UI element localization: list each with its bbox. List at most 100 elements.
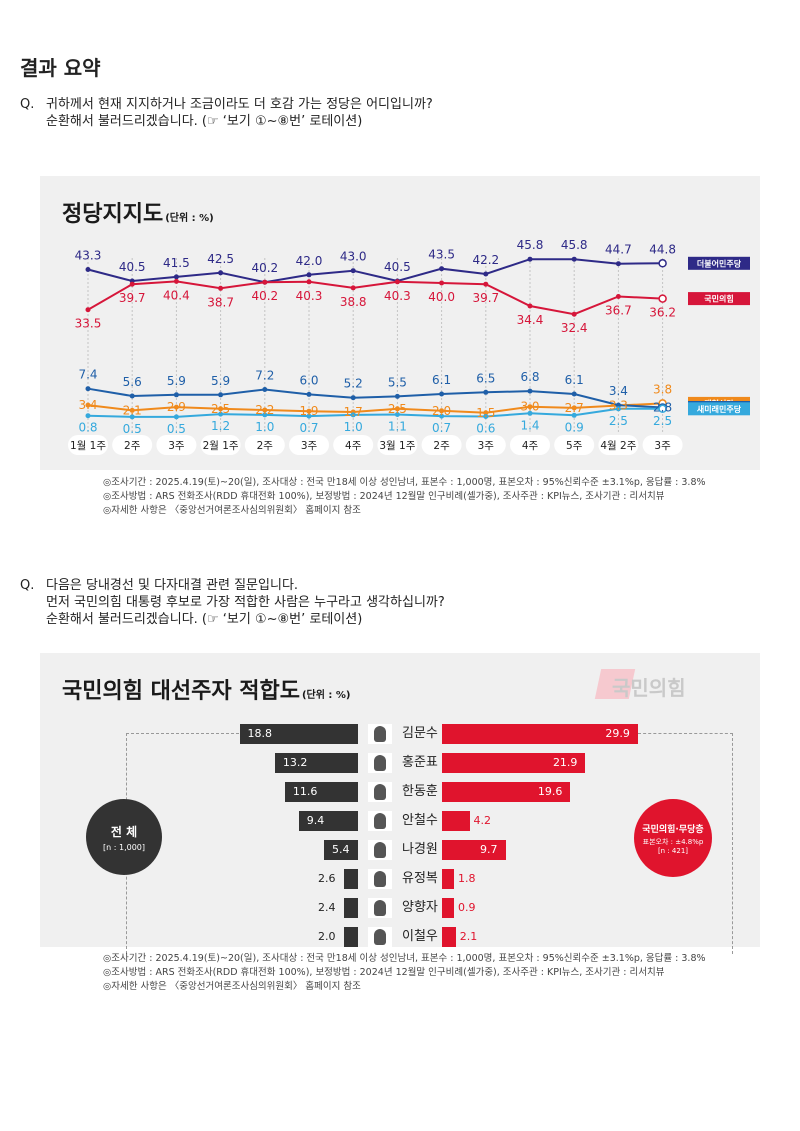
category-pill xyxy=(377,435,418,455)
candidate-name: 김문수 xyxy=(402,726,438,741)
ppp-n: [n : 421] xyxy=(657,846,689,855)
bar-total-label: 2.6 xyxy=(318,872,336,885)
question-2: Q. 다음은 당내경선 및 다자대결 관련 질문입니다. 먼저 국민의힘 대통령… xyxy=(20,577,780,631)
note-line: ◎조사기간 : 2025.4.19(토)~20(일), 조사대상 : 전국 만1… xyxy=(103,953,706,964)
series-line xyxy=(87,258,663,284)
data-point xyxy=(615,406,621,412)
data-point xyxy=(350,268,356,274)
data-label: 5.5 xyxy=(388,375,407,389)
bar-total: 13.2 xyxy=(274,753,358,773)
question-line: 순환해서 불러드리겠습니다. (☞ ‘보기 ①~⑧번’ 로테이션) xyxy=(46,114,363,129)
candidate-photo-icon xyxy=(368,811,392,831)
data-label: 3.4 xyxy=(78,398,97,412)
bar-chart: 18.8 김문수 29.9 13.2 홍준표 21.9 11.6 한동훈 19.6 9.4 안철수 4… xyxy=(40,653,760,947)
data-point xyxy=(129,393,135,399)
category-pill xyxy=(244,435,285,455)
data-label: 42.0 xyxy=(296,254,323,268)
data-label: 2.5 xyxy=(609,414,628,428)
data-label: 7.4 xyxy=(78,368,97,382)
data-label: 2.8 xyxy=(653,401,672,415)
x-tick-label: 2주 xyxy=(433,440,450,452)
data-label: 3.4 xyxy=(609,384,628,398)
data-point xyxy=(439,408,445,414)
person-icon xyxy=(374,784,386,800)
bar-ppp-label: 0.9 xyxy=(458,901,476,914)
data-label: 1.0 xyxy=(255,420,274,434)
data-point xyxy=(85,307,91,313)
data-point xyxy=(658,259,667,268)
data-point xyxy=(394,279,400,285)
data-point xyxy=(571,412,577,418)
bar-ppp-label: 2.1 xyxy=(459,930,478,943)
data-label: 0.6 xyxy=(476,422,495,436)
candidate-name: 한동훈 xyxy=(402,784,438,799)
data-label: 40.3 xyxy=(296,289,323,303)
category-pill xyxy=(68,435,108,455)
data-label: 2.0 xyxy=(432,404,451,418)
data-point xyxy=(483,414,489,419)
data-point xyxy=(571,256,577,262)
total-circle: 전 체 [n : 1,000] xyxy=(86,799,162,875)
question-1: Q. 귀하께서 현재 지지하거나 조금이라도 더 호감 가는 정당은 어디입니까… xyxy=(20,96,780,132)
data-point xyxy=(483,281,489,287)
data-point xyxy=(173,392,179,398)
data-point xyxy=(306,279,312,285)
data-point xyxy=(615,261,621,267)
bar-total-label: 2.4 xyxy=(318,901,336,914)
data-label: 3.3 xyxy=(609,399,628,413)
question-line: 다음은 당내경선 및 다자대결 관련 질문입니다. xyxy=(46,578,299,593)
data-label: 6.1 xyxy=(432,373,451,387)
chart-title-text: 국민의힘 대선주자 적합도 xyxy=(62,679,300,704)
data-label: 42.5 xyxy=(207,252,234,266)
question-mark: Q. xyxy=(20,578,35,593)
bar-total xyxy=(344,869,358,889)
person-icon xyxy=(374,929,386,945)
data-point xyxy=(658,294,667,303)
category-pill xyxy=(112,435,153,455)
data-label: 0.9 xyxy=(565,420,584,434)
data-point xyxy=(173,414,179,420)
bar-total: 9.4 xyxy=(298,811,358,831)
bar-ppp xyxy=(442,811,470,831)
bar-total: 18.8 xyxy=(239,724,358,744)
data-label: 43.5 xyxy=(428,248,455,262)
category-pill xyxy=(156,435,197,455)
data-label: 43.3 xyxy=(75,249,102,263)
party-logo-text: 국민의힘 xyxy=(612,676,686,700)
bar-total: 11.6 xyxy=(284,782,358,802)
data-point xyxy=(483,410,489,416)
data-point xyxy=(394,412,400,417)
bar-ppp: 29.9 xyxy=(442,724,638,744)
category-pill xyxy=(289,435,329,455)
data-label: 1.5 xyxy=(476,406,495,420)
series-line xyxy=(87,280,663,316)
x-tick-label: 3주 xyxy=(478,440,495,452)
note-line: ◎조사방법 : ARS 전화조사(RDD 휴대전화 100%), 보정방법 : … xyxy=(103,967,665,978)
candidate-photo-icon xyxy=(368,840,392,860)
data-point xyxy=(658,404,667,414)
category-pill xyxy=(642,435,683,455)
category-pill xyxy=(200,435,241,455)
data-point xyxy=(173,274,179,280)
data-point xyxy=(306,272,312,278)
question-line: 먼저 국민의힘 대통령 후보로 가장 적합한 사람은 누구라고 생각하십니까? xyxy=(46,595,445,610)
data-label: 1.0 xyxy=(344,420,363,434)
data-label: 7.2 xyxy=(255,369,274,383)
section-title: 결과 요약 xyxy=(20,56,101,80)
data-point xyxy=(350,285,356,291)
data-point xyxy=(218,392,224,398)
data-point xyxy=(439,266,445,272)
question-mark: Q. xyxy=(20,97,35,112)
data-label: 40.5 xyxy=(384,260,411,274)
x-tick-label: 3주 xyxy=(654,440,671,452)
data-label: 34.4 xyxy=(517,313,544,327)
data-label: 39.7 xyxy=(119,291,146,305)
data-point xyxy=(527,256,533,262)
x-tick-label: 2월 1주 xyxy=(203,440,239,452)
data-label: 2.7 xyxy=(565,401,584,415)
category-pill xyxy=(598,435,639,455)
data-point xyxy=(571,391,577,397)
data-point xyxy=(483,389,489,395)
data-label: 0.8 xyxy=(78,421,97,435)
data-point xyxy=(262,412,268,418)
